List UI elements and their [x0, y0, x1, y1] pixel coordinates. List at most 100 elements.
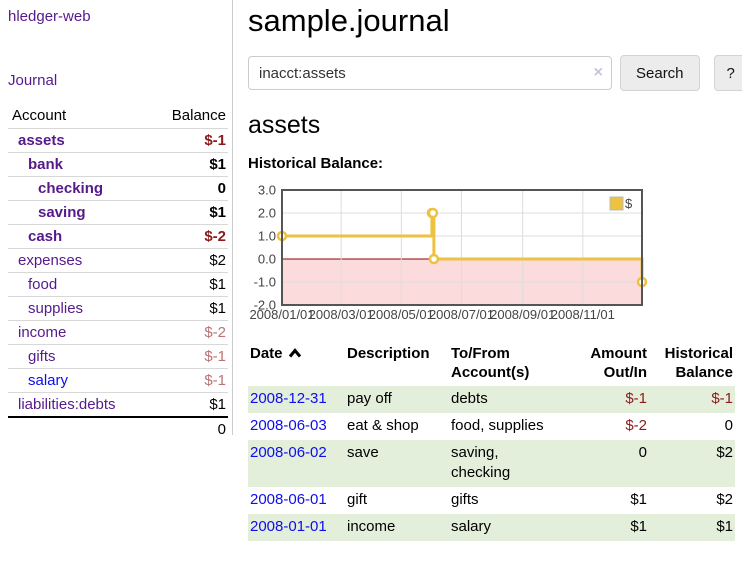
transaction-balance: $2 — [716, 444, 733, 461]
transaction-balance: $2 — [716, 491, 733, 508]
transaction-date-link[interactable]: 2008-06-03 — [250, 417, 327, 434]
account-row: food $1 — [8, 272, 228, 297]
account-balance: $1 — [149, 296, 228, 321]
register-header-amount: Amount Out/In — [590, 345, 647, 381]
account-link-income[interactable]: income — [18, 324, 67, 341]
register-header-date[interactable]: Date — [248, 342, 345, 386]
transaction-date-link[interactable]: 2008-06-01 — [250, 491, 327, 508]
sidebar: hledger-web Journal Account Balance asse… — [0, 0, 233, 441]
account-row: assets $-1 — [8, 128, 228, 153]
account-row: checking 0 — [8, 176, 228, 201]
accounts-total-value: 0 — [149, 416, 228, 441]
transaction-amount: $1 — [630, 491, 647, 508]
accounts-header-account: Account — [12, 107, 67, 124]
account-balance: $-1 — [149, 128, 228, 153]
transaction-date-link[interactable]: 2008-01-01 — [250, 518, 327, 535]
account-link-supplies[interactable]: supplies — [28, 300, 84, 317]
account-row: saving $1 — [8, 200, 228, 225]
account-link-gifts[interactable]: gifts — [28, 348, 56, 365]
accounts-header-row: Account Balance — [8, 105, 228, 129]
search-field-wrapper: × — [248, 56, 612, 90]
account-row: gifts $-1 — [8, 344, 228, 369]
account-balance: $-1 — [149, 344, 228, 369]
nav-journal-link[interactable]: Journal — [8, 72, 58, 89]
main-content: sample.journal × Search ? assets Histori… — [248, 0, 742, 541]
account-link-cash[interactable]: cash — [28, 228, 63, 245]
transaction-date-link[interactable]: 2008-12-31 — [250, 390, 327, 407]
search-form: × Search ? — [248, 55, 742, 91]
transaction-description: eat & shop — [347, 417, 419, 434]
register-row: 2008-01-01 income salary $1 $1 — [248, 514, 735, 541]
account-row: salary $-1 — [8, 368, 228, 393]
transaction-accounts: salary — [451, 518, 492, 535]
account-link-bank[interactable]: bank — [28, 156, 64, 173]
help-button[interactable]: ? — [713, 55, 742, 91]
transaction-amount: $-2 — [625, 417, 647, 434]
account-link-food[interactable]: food — [28, 276, 58, 293]
svg-text:-2.0: -2.0 — [254, 298, 276, 313]
transaction-balance: 0 — [724, 417, 733, 434]
clear-search-icon[interactable]: × — [593, 64, 603, 81]
search-input[interactable] — [248, 56, 612, 90]
historical-balance-chart: 2008/01/012008/03/012008/05/012008/07/01… — [249, 183, 648, 322]
account-link-salary[interactable]: salary — [28, 372, 69, 389]
account-row: expenses $2 — [8, 248, 228, 273]
account-row: bank $1 — [8, 152, 228, 177]
accounts-total-row: 0 — [8, 416, 228, 441]
account-link-liabilities-debts[interactable]: liabilities:debts — [18, 396, 116, 413]
account-heading: assets — [248, 111, 321, 139]
svg-text:1.0: 1.0 — [258, 229, 276, 244]
svg-text:-1.0: -1.0 — [254, 275, 276, 290]
account-balance: $1 — [149, 272, 228, 297]
account-balance: $-2 — [149, 320, 228, 345]
account-link-assets[interactable]: assets — [18, 132, 65, 149]
transaction-date-link[interactable]: 2008-06-02 — [250, 444, 327, 461]
register-row: 2008-06-02 save saving, checking 0 $2 — [248, 440, 735, 487]
svg-text:2008/07/01: 2008/07/01 — [429, 307, 494, 322]
transaction-amount: $1 — [630, 518, 647, 535]
register-header-balance: Historical Balance — [664, 345, 733, 381]
transaction-description: income — [347, 518, 396, 535]
account-link-checking[interactable]: checking — [38, 180, 104, 197]
sort-ascending-icon — [288, 348, 301, 358]
register-row: 2008-06-01 gift gifts $1 $2 — [248, 487, 735, 514]
transaction-description: gift — [347, 491, 368, 508]
account-link-expenses[interactable]: expenses — [18, 252, 83, 269]
transaction-accounts: food, supplies — [451, 417, 544, 434]
register-header-row: Date Description To/From Account(s) Amou… — [248, 342, 735, 386]
account-balance: $1 — [149, 200, 228, 225]
svg-text:2.0: 2.0 — [258, 206, 276, 221]
accounts-header-balance: Balance — [171, 107, 226, 124]
svg-text:2008/05/01: 2008/05/01 — [369, 307, 434, 322]
register-row: 2008-12-31 pay off debts $-1 $-1 — [248, 386, 735, 413]
transaction-amount: $-1 — [625, 390, 647, 407]
svg-text:2008/11/01: 2008/11/01 — [551, 307, 615, 322]
svg-text:0.0: 0.0 — [258, 252, 276, 267]
accounts-table: Account Balance assets $-1 bank $1 checking 0… — [8, 105, 228, 441]
transaction-description: save — [347, 444, 379, 461]
svg-text:2008/09/01: 2008/09/01 — [490, 307, 555, 322]
register-row: 2008-06-03 eat & shop food, supplies $-2 0 — [248, 413, 735, 440]
account-balance: $-1 — [149, 368, 228, 393]
svg-text:$: $ — [625, 196, 633, 211]
transaction-balance: $1 — [716, 518, 733, 535]
svg-text:2008/01/01: 2008/01/01 — [249, 307, 314, 322]
account-row: liabilities:debts $1 — [8, 392, 228, 417]
chart-title: Historical Balance: — [248, 155, 384, 172]
account-balance: $1 — [149, 152, 228, 177]
app-brand-link[interactable]: hledger-web — [8, 8, 91, 25]
transaction-description: pay off — [347, 390, 392, 407]
search-button[interactable]: Search — [620, 55, 700, 91]
register-header-accounts: To/From Account(s) — [451, 345, 530, 381]
page-title: sample.journal — [248, 3, 450, 38]
account-balance: 0 — [149, 176, 228, 201]
account-balance: $2 — [149, 248, 228, 273]
transaction-accounts: debts — [451, 390, 488, 407]
transaction-balance: $-1 — [711, 390, 733, 407]
svg-text:2008/03/01: 2008/03/01 — [309, 307, 374, 322]
transaction-accounts: gifts — [451, 491, 479, 508]
account-balance: $-2 — [149, 224, 228, 249]
account-link-saving[interactable]: saving — [38, 204, 86, 221]
transaction-accounts: saving, checking — [451, 444, 511, 481]
account-balance: $1 — [149, 392, 228, 417]
